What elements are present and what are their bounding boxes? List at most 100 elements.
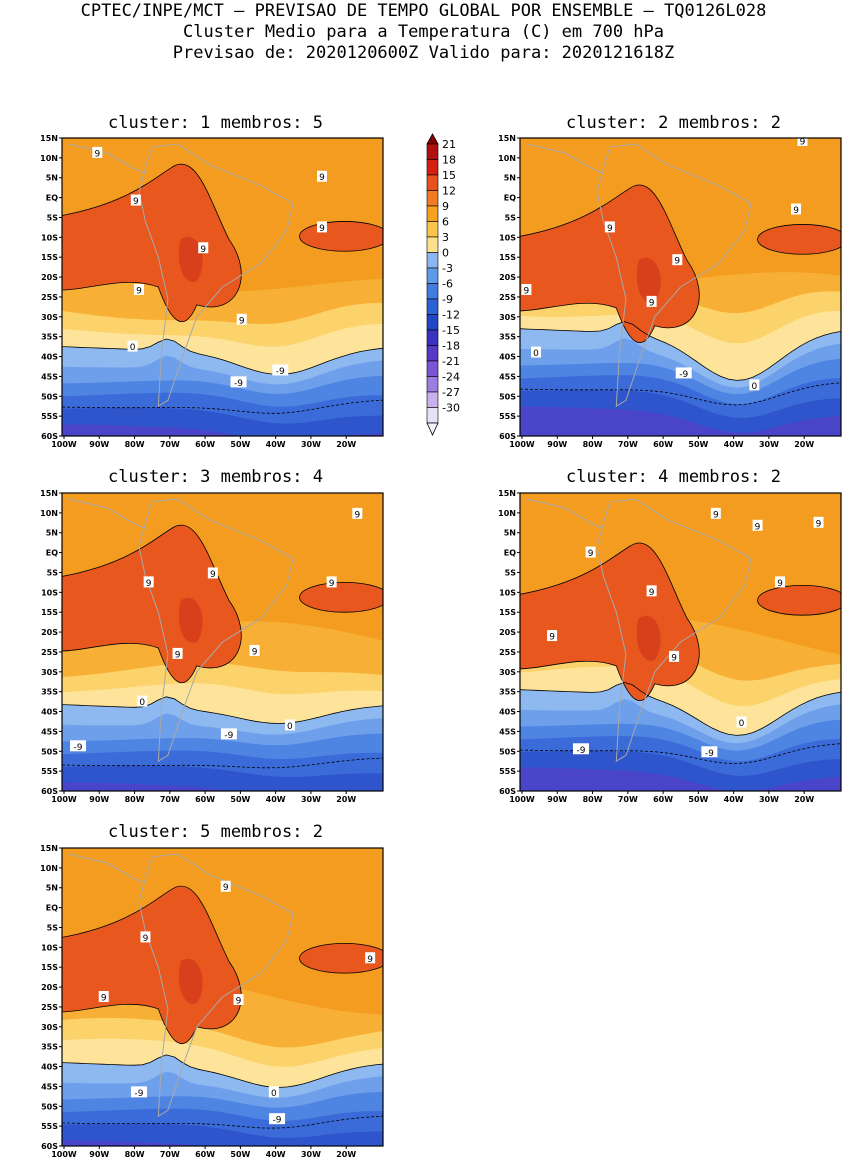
- lat-label: 5S: [47, 213, 59, 222]
- contour-label-box: [172, 647, 183, 659]
- lon-label: 40W: [724, 795, 744, 804]
- contour-0: [62, 1054, 383, 1088]
- lat-label: 55S: [41, 412, 58, 421]
- contour-label: 9: [319, 224, 325, 234]
- contour-label: 9: [588, 549, 594, 559]
- central-america-outline: [526, 498, 604, 530]
- contour-label: 9: [674, 257, 680, 267]
- contour-label: 9: [367, 955, 373, 965]
- lat-label: 55S: [499, 412, 516, 421]
- contour-label-box: [572, 743, 589, 755]
- contour-label-box: [317, 221, 328, 233]
- contour-label-box: [775, 576, 786, 588]
- lat-label: 20S: [499, 628, 516, 637]
- warm-region-9c: [520, 542, 700, 701]
- lat-label: 15S: [499, 608, 516, 617]
- map-panel-cluster-3: 9 9 9 9 9 9 0 0 -9 -9 15N 10N 5N EQ 5S 10S 15S 20S 25S 30S 3…: [40, 489, 384, 804]
- lon-label: 20W: [794, 795, 814, 804]
- contour-minus9: [520, 382, 841, 406]
- contour-label-box: [233, 993, 244, 1005]
- band-cold-4: [62, 1123, 383, 1146]
- contour-label-box: [236, 313, 247, 325]
- contour-label: 0: [287, 722, 293, 732]
- contour-label-box: [585, 546, 596, 558]
- contour-label: 9: [713, 510, 719, 520]
- contour-label-box: [604, 221, 615, 233]
- colorbar-label: -15: [442, 324, 460, 337]
- contour-label: 9: [671, 653, 677, 663]
- band-cold-5: [62, 1140, 203, 1146]
- contour-label-box: [672, 254, 683, 266]
- contour-label: 9: [755, 522, 761, 532]
- contour-label: 9: [175, 650, 181, 660]
- lat-label: EQ: [46, 904, 58, 913]
- lat-label: 15N: [40, 134, 58, 143]
- lat-label: 10N: [498, 154, 516, 163]
- lat-label: EQ: [46, 194, 58, 203]
- contour-label: 0: [739, 719, 745, 729]
- contour-minus9: [520, 743, 841, 764]
- contour-label: -9: [705, 749, 714, 759]
- band-cold-5: [520, 406, 841, 436]
- contour-label: 9: [549, 633, 555, 643]
- colorbar-label: -27: [442, 386, 460, 399]
- lat-label: 60S: [499, 787, 516, 796]
- lat-label: 5N: [46, 174, 58, 183]
- contour-label: 9: [236, 996, 242, 1006]
- lon-label: 90W: [89, 440, 109, 449]
- band-cold-5: [62, 424, 383, 436]
- lat-label: 25S: [41, 648, 58, 657]
- lon-label: 30W: [759, 440, 779, 449]
- lat-label: 30S: [499, 668, 516, 677]
- lat-label: 50S: [499, 747, 516, 756]
- lat-label: 60S: [41, 432, 58, 441]
- colorbar-swatch: [426, 283, 439, 300]
- lat-label: 15S: [499, 253, 516, 262]
- colorbar-swatch: [426, 159, 439, 176]
- lat-label: 10S: [41, 588, 58, 597]
- map-frame: [61, 492, 384, 792]
- lat-label: 55S: [41, 1122, 58, 1131]
- lon-label: 70W: [618, 795, 638, 804]
- contour-label: 9: [816, 519, 822, 529]
- lat-label: 10S: [41, 233, 58, 242]
- colorbar-swatch: [426, 252, 439, 269]
- contour-label: -9: [135, 1089, 144, 1099]
- contour-minus9: [62, 399, 383, 414]
- lat-label: 40S: [41, 1063, 58, 1072]
- contour-minus9: [62, 757, 383, 769]
- colorbar-label: 6: [442, 216, 449, 229]
- lon-label: 100W: [509, 795, 535, 804]
- south-america-outline: [138, 143, 294, 408]
- lat-label: 15S: [41, 608, 58, 617]
- lat-label: 30S: [41, 313, 58, 322]
- contour-label: 9: [649, 298, 655, 308]
- band-cold-5: [62, 782, 233, 791]
- lat-label: 5N: [504, 174, 516, 183]
- lon-label: 40W: [266, 440, 286, 449]
- colorbar-swatch: [426, 376, 439, 393]
- lon-label: 80W: [125, 440, 145, 449]
- lat-label: EQ: [46, 549, 58, 558]
- contour-label: 9: [223, 883, 229, 893]
- lat-label: 5S: [47, 923, 59, 932]
- lat-label: 45S: [41, 372, 58, 381]
- contour-label-box: [249, 644, 260, 656]
- lon-label: 50W: [230, 1150, 250, 1159]
- contour-label: -9: [576, 746, 585, 756]
- warm-patch-east: [757, 224, 841, 255]
- contour-label-box: [326, 576, 337, 588]
- colorbar-label: -12: [442, 309, 460, 322]
- contour-label: 9: [777, 579, 783, 589]
- contour-label-box: [207, 567, 218, 579]
- warm-region-9c: [62, 163, 242, 323]
- lat-label: 5S: [505, 568, 517, 577]
- lon-label: 90W: [547, 440, 567, 449]
- contour-0: [62, 338, 383, 375]
- contour-label: 9: [649, 588, 655, 598]
- warm-patch-east: [299, 221, 383, 252]
- lat-label: 10N: [40, 509, 58, 518]
- contour-label: 9: [143, 934, 149, 944]
- contour-label: 9: [101, 994, 107, 1004]
- colorbar-swatch: [426, 143, 439, 160]
